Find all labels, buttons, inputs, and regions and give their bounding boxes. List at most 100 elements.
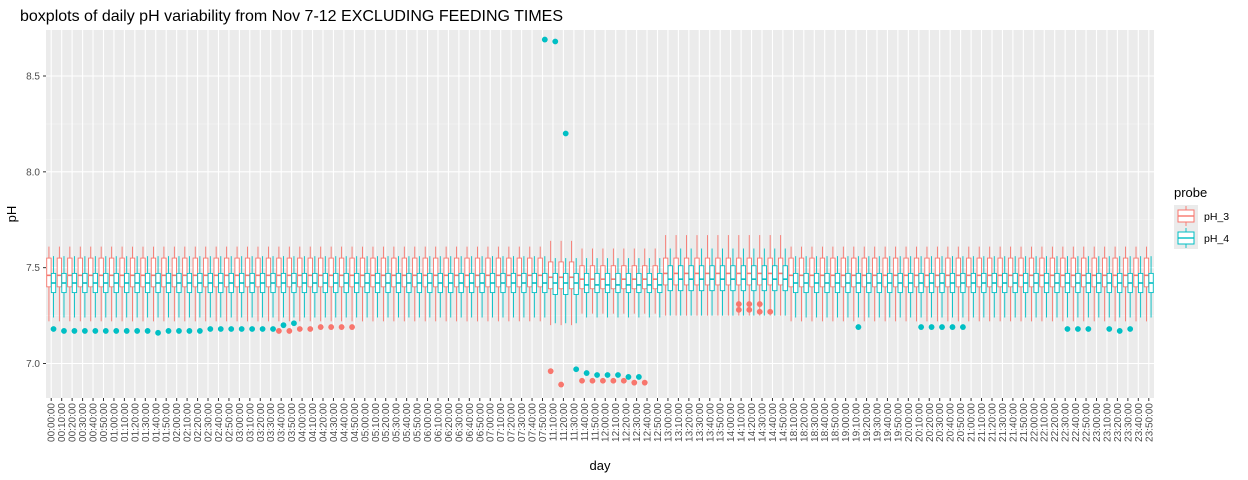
outlier-pH_4 (186, 328, 193, 334)
box-iqr (1102, 257, 1108, 288)
box-pH_3-20:50:00 (955, 246, 961, 322)
box-iqr (129, 257, 136, 288)
box-pH_4-03:40:00 (280, 256, 287, 318)
box-iqr (182, 257, 188, 288)
box-pH_4-06:00:00 (427, 256, 433, 318)
box-pH_4-11:20:00 (563, 258, 569, 324)
box-pH_4-23:10:00 (1106, 256, 1112, 318)
box-pH_4-22:10:00 (1043, 256, 1050, 318)
box-pH_4-14:00:00 (730, 248, 736, 316)
y-tick-label: 7.5 (26, 263, 40, 274)
outlier-pH_4 (291, 320, 297, 327)
box-iqr (809, 257, 815, 288)
outlier-pH_3 (349, 324, 355, 330)
y-axis-title: pH (4, 206, 19, 223)
box-iqr (751, 265, 757, 292)
box-pH_3-20:10:00 (913, 246, 920, 322)
outlier-pH_4 (1085, 326, 1092, 332)
outlier-pH_3 (600, 377, 606, 384)
box-pH_4-11:40:00 (583, 258, 590, 318)
box-iqr (861, 257, 867, 288)
box-pH_3-04:00:00 (297, 246, 303, 322)
box-iqr (798, 257, 805, 288)
box-iqr (573, 272, 579, 295)
box-iqr (636, 272, 642, 294)
box-pH_4-01:40:00 (155, 256, 161, 318)
box-iqr (474, 257, 481, 288)
box-iqr (673, 257, 679, 286)
x-tick-label: 05:00:00 (360, 403, 371, 442)
box-pH_3-22:30:00 (1060, 246, 1066, 322)
box-pH_4-19:50:00 (897, 256, 903, 318)
box-pH_3-07:40:00 (527, 246, 533, 322)
box-pH_3-00:00:00 (46, 246, 52, 322)
outlier-pH_3 (735, 306, 742, 313)
outlier-pH_3 (579, 377, 585, 384)
box-iqr (563, 272, 569, 295)
box-iqr (604, 272, 611, 294)
outlier-pH_4 (855, 324, 862, 330)
outlier-pH_4 (176, 328, 182, 334)
box-pH_4-02:00:00 (176, 256, 182, 318)
x-tick-label: 14:30:00 (758, 403, 769, 442)
x-tick-label: 19:00:00 (841, 403, 852, 442)
outlier-pH_4 (217, 326, 224, 332)
outlier-pH_4 (635, 374, 642, 380)
box-pH_4-06:40:00 (468, 256, 475, 318)
box-pH_4-19:30:00 (876, 256, 882, 318)
outlier-pH_3 (620, 377, 627, 384)
x-tick-label: 01:20:00 (130, 403, 141, 442)
box-pH_3-07:30:00 (516, 246, 522, 322)
box-pH_4-05:50:00 (416, 256, 423, 318)
legend-label: pH_4 (1204, 233, 1229, 245)
x-tick-label: 07:20:00 (507, 403, 518, 442)
box-iqr (730, 265, 736, 292)
box-pH_3-06:10:00 (433, 246, 439, 322)
box-iqr (594, 272, 600, 294)
box-pH_4-13:40:00 (709, 248, 715, 316)
box-pH_3-20:00:00 (903, 246, 909, 322)
outlier-pH_4 (562, 130, 569, 137)
box-iqr (788, 257, 794, 288)
chart-title: boxplots of daily pH variability from No… (20, 8, 563, 25)
box-pH_4-13:30:00 (698, 248, 705, 316)
outlier-pH_4 (1127, 326, 1134, 332)
box-iqr (318, 257, 324, 288)
x-tick-label: 00:10:00 (57, 403, 68, 442)
outlier-pH_4 (113, 328, 120, 334)
box-pH_3-11:10:00 (548, 240, 554, 326)
box-iqr (244, 257, 251, 288)
box-iqr (913, 257, 920, 288)
legend-title: probe (1174, 185, 1207, 200)
box-pH_4-04:20:00 (322, 256, 328, 318)
outlier-pH_4 (541, 36, 548, 43)
box-pH_4-05:20:00 (385, 256, 391, 318)
outlier-pH_4 (1116, 328, 1123, 334)
box-pH_3-21:30:00 (997, 246, 1003, 322)
x-tick-label: 23:50:00 (1144, 403, 1155, 442)
legend-label: pH_3 (1204, 211, 1229, 223)
x-tick-label: 02:30:00 (204, 403, 215, 442)
x-tick-label: 06:50:00 (475, 403, 486, 442)
box-iqr (433, 257, 439, 288)
box-iqr (657, 272, 663, 294)
box-iqr (1018, 257, 1024, 288)
box-pH_4-02:30:00 (207, 256, 213, 318)
box-pH_3-03:20:00 (255, 246, 261, 322)
box-iqr (709, 265, 715, 292)
x-tick-label: 02:00:00 (172, 403, 183, 442)
x-tick-label: 03:20:00 (256, 403, 267, 442)
box-pH_3-05:40:00 (401, 246, 407, 322)
box-iqr (401, 257, 407, 288)
box-pH_4-07:10:00 (500, 256, 506, 318)
box-pH_4-05:10:00 (374, 256, 381, 318)
box-pH_4-04:00:00 (301, 256, 308, 318)
box-pH_3-19:20:00 (861, 246, 867, 322)
box-iqr (615, 272, 621, 294)
x-tick-label: 22:10:00 (1040, 403, 1051, 442)
x-tick-label: 07:50:00 (538, 403, 549, 442)
box-pH_3-01:20:00 (129, 246, 136, 322)
x-tick-label: 11:10:00 (548, 403, 559, 442)
box-iqr (265, 257, 272, 288)
box-pH_4-05:40:00 (406, 256, 412, 318)
